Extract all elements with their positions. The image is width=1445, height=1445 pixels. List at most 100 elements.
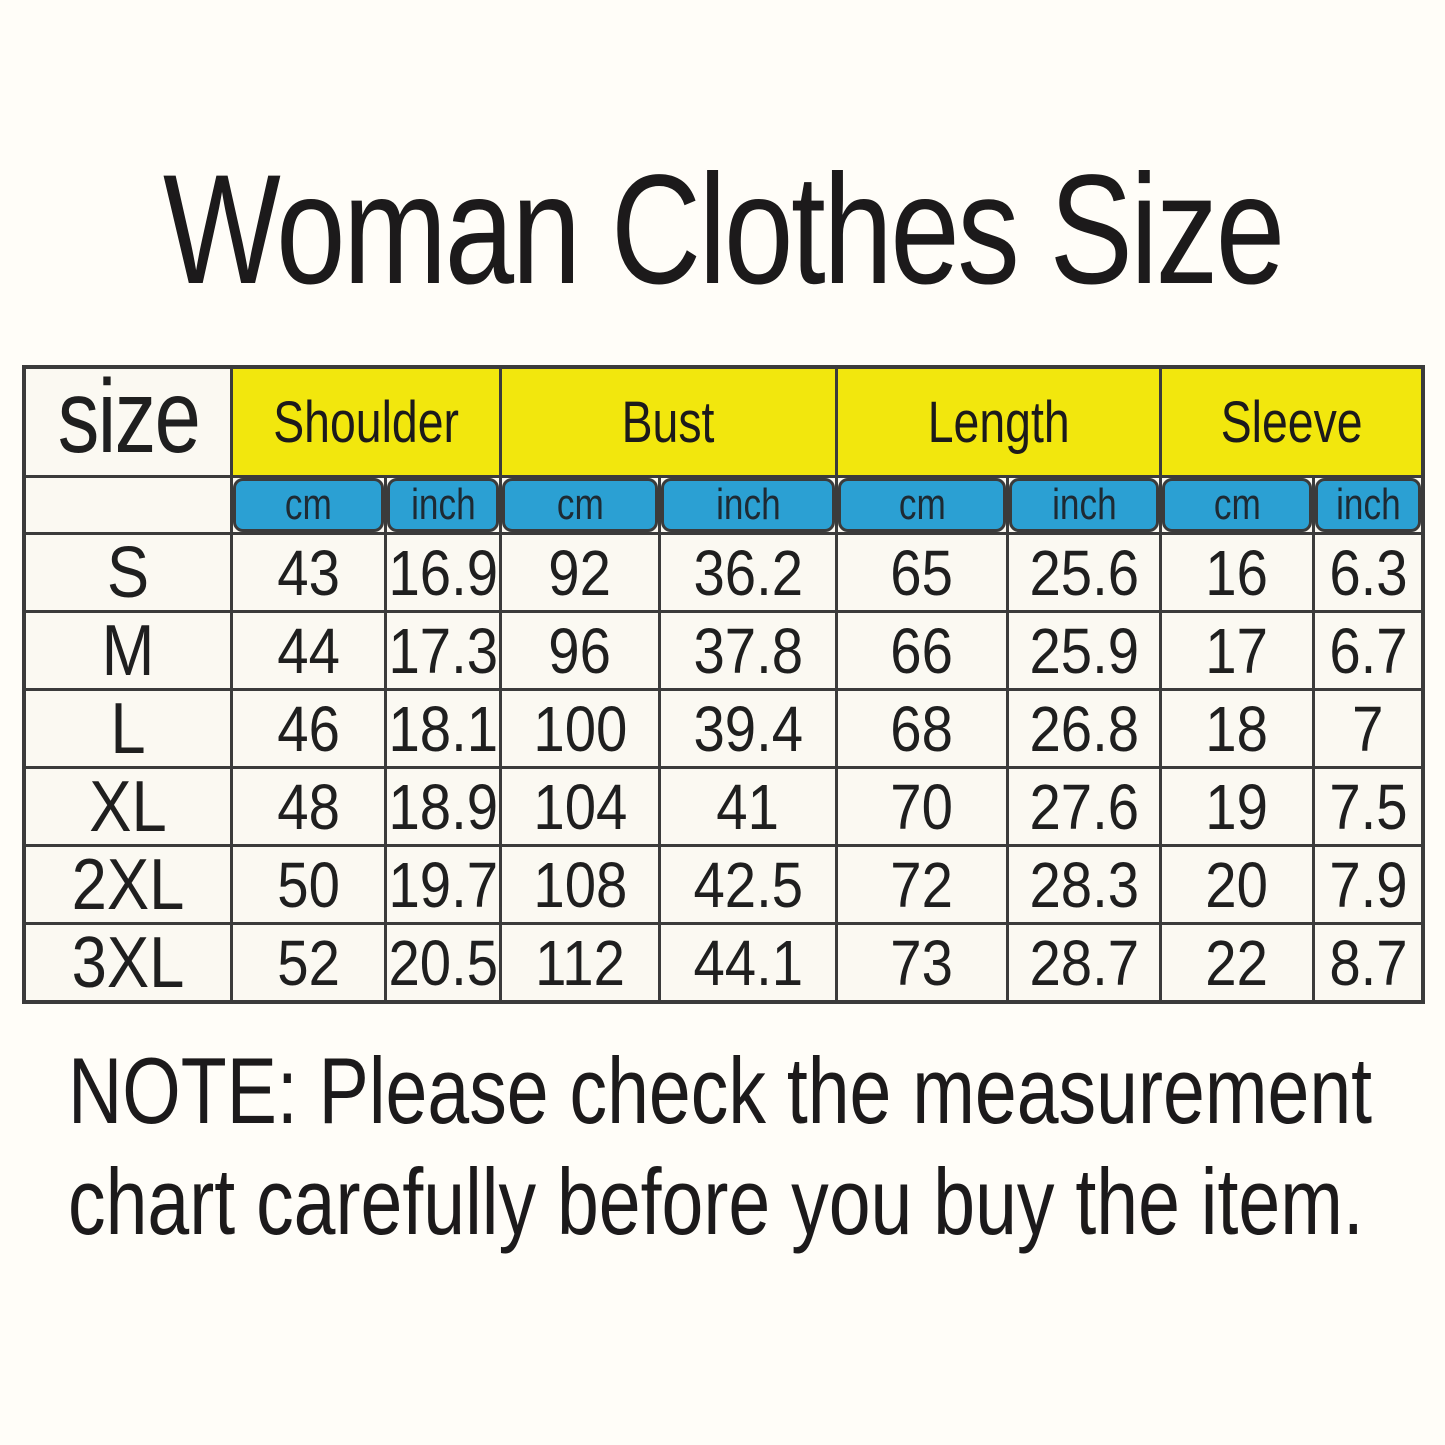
cell-value: 22 [1205,926,1269,999]
cell-2xl-bust-cm: 108 [502,847,658,922]
cell-l-bust-inch: 39.4 [661,691,835,766]
group-header-length: Length [838,369,1159,475]
cell-value: 41 [716,770,780,843]
row-label-m: M [26,613,230,688]
cell-value: 46 [277,692,340,765]
unit-label: cm [898,480,946,529]
cell-l-sleeve-inch: 7 [1315,691,1421,766]
cell-value: 20.5 [388,926,498,999]
row-label-text: 2XL [71,847,185,922]
unit-label: cm [285,480,332,529]
cell-xl-length-inch: 27.6 [1009,769,1159,844]
unit-label: inch [715,480,781,529]
row-label-text: M [101,613,155,688]
cell-value: 18.9 [388,770,498,843]
cell-3xl-length-inch: 28.7 [1009,925,1159,1000]
cell-value: 16.9 [388,536,498,609]
unit-cell-shoulder-cm: cm [233,478,384,532]
group-header-sleeve: Sleeve [1162,369,1421,475]
cell-value: 19 [1205,770,1269,843]
cell-3xl-shoulder-inch: 20.5 [387,925,499,1000]
size-table: size Shoulder Bust Length Sleeve cm inch… [22,365,1425,1004]
cell-m-sleeve-inch: 6.7 [1315,613,1421,688]
cell-l-bust-cm: 100 [502,691,658,766]
cell-value: 73 [890,926,954,999]
unit-pill: inch [1315,478,1421,532]
row-label-xl: XL [26,769,230,844]
cell-s-sleeve-cm: 16 [1162,535,1312,610]
unit-cell-sleeve-cm: cm [1162,478,1312,532]
cell-s-length-inch: 25.6 [1009,535,1159,610]
cell-value: 28.7 [1029,926,1139,999]
note-line-1: NOTE: Please check the measurement [68,1035,1445,1146]
cell-value: 44.1 [693,926,803,999]
cell-m-length-cm: 66 [838,613,1006,688]
unit-pill: inch [387,478,499,532]
cell-2xl-length-cm: 72 [838,847,1006,922]
note-text: NOTE: Please check the measurement chart… [68,1035,1445,1257]
cell-s-bust-cm: 92 [502,535,658,610]
unit-cell-shoulder-inch: inch [387,478,499,532]
unit-pill: cm [502,478,658,532]
unit-cell-sleeve-inch: inch [1315,478,1421,532]
note-line-1-text: NOTE: Please check the measurement [68,1038,1373,1143]
cell-value: 25.6 [1029,536,1139,609]
unit-cell-bust-inch: inch [661,478,835,532]
group-header-shoulder-label: Shoulder [273,389,459,455]
cell-2xl-sleeve-inch: 7.9 [1315,847,1421,922]
cell-value: 66 [890,614,954,687]
cell-value: 72 [890,848,954,921]
cell-s-shoulder-cm: 43 [233,535,384,610]
unit-pill: cm [1162,478,1312,532]
cell-l-sleeve-cm: 18 [1162,691,1312,766]
unit-row-empty-cell [26,478,230,532]
cell-value: 39.4 [693,692,803,765]
cell-value: 17.3 [388,614,498,687]
cell-value: 8.7 [1328,926,1408,999]
cell-value: 18 [1205,692,1269,765]
cell-value: 92 [548,536,612,609]
cell-s-sleeve-inch: 6.3 [1315,535,1421,610]
cell-3xl-length-cm: 73 [838,925,1006,1000]
cell-xl-shoulder-inch: 18.9 [387,769,499,844]
note-line-2: chart carefully before you buy the item. [68,1146,1445,1257]
group-header-bust: Bust [502,369,835,475]
cell-l-length-inch: 26.8 [1009,691,1159,766]
unit-cell-length-cm: cm [838,478,1006,532]
group-header-shoulder: Shoulder [233,369,499,475]
cell-2xl-length-inch: 28.3 [1009,847,1159,922]
cell-value: 70 [890,770,954,843]
cell-value: 68 [890,692,954,765]
cell-s-length-cm: 65 [838,535,1006,610]
cell-value: 26.8 [1029,692,1139,765]
cell-xl-length-cm: 70 [838,769,1006,844]
row-label-text: S [106,535,150,610]
row-label-text: L [110,691,146,766]
row-label-l: L [26,691,230,766]
cell-value: 50 [277,848,340,921]
row-label-3xl: 3XL [26,925,230,1000]
cell-s-shoulder-inch: 16.9 [387,535,499,610]
cell-m-length-inch: 25.9 [1009,613,1159,688]
unit-cell-bust-cm: cm [502,478,658,532]
cell-2xl-bust-inch: 42.5 [661,847,835,922]
cell-value: 18.1 [388,692,498,765]
cell-value: 7 [1352,692,1384,765]
cell-value: 65 [890,536,954,609]
row-label-2xl: 2XL [26,847,230,922]
unit-pill: cm [233,478,384,532]
cell-xl-sleeve-cm: 19 [1162,769,1312,844]
cell-value: 42.5 [693,848,803,921]
unit-pill: cm [838,478,1006,532]
cell-2xl-shoulder-cm: 50 [233,847,384,922]
cell-value: 6.7 [1328,614,1408,687]
cell-value: 52 [277,926,340,999]
cell-2xl-shoulder-inch: 19.7 [387,847,499,922]
unit-pill: inch [1009,478,1159,532]
cell-3xl-shoulder-cm: 52 [233,925,384,1000]
row-label-text: XL [89,769,167,844]
size-corner-label: size [57,369,200,475]
cell-value: 44 [277,614,340,687]
cell-value: 48 [277,770,340,843]
